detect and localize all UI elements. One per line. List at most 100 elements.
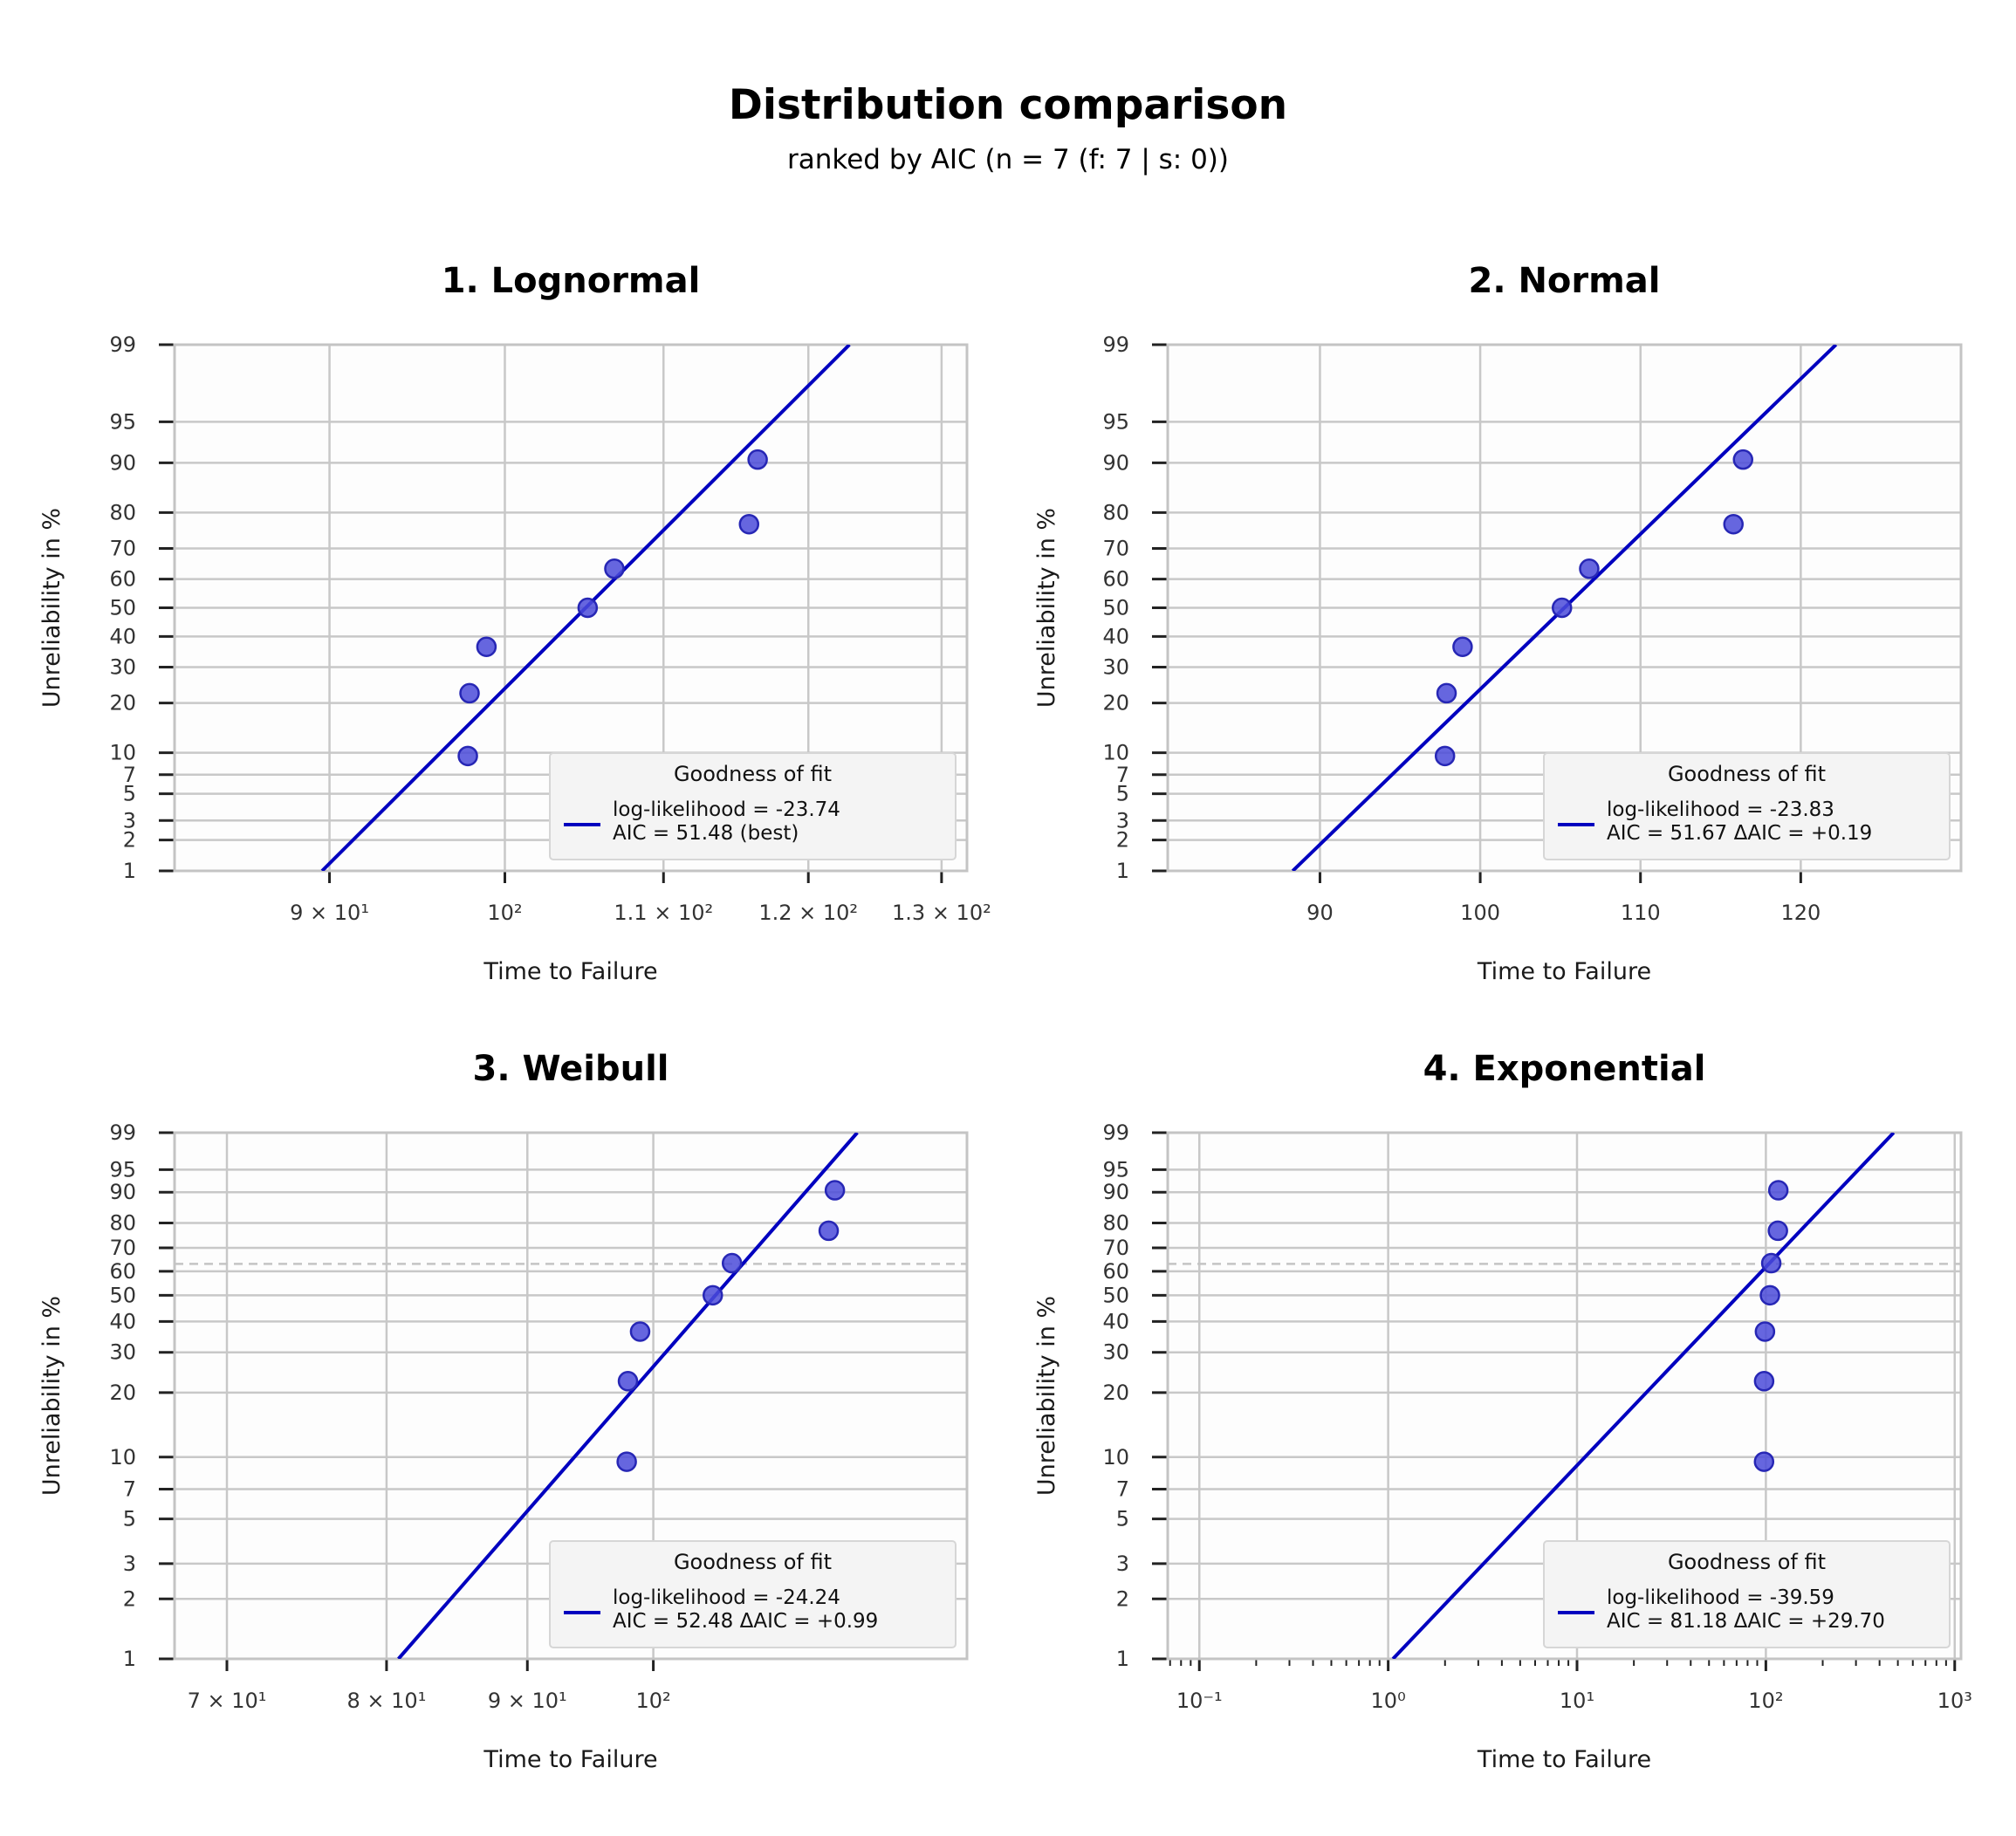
- legend-entry: log-likelihood = -23.74: [613, 798, 840, 821]
- y-tick-label: 3: [1116, 808, 1129, 832]
- data-point: [1579, 558, 1600, 579]
- y-tick-label: 10: [109, 741, 136, 765]
- data-point: [1767, 1220, 1788, 1242]
- y-tick-label: 90: [1102, 1180, 1129, 1204]
- x-tick-label: 9 × 10¹: [290, 901, 369, 925]
- y-tick-label: 70: [1102, 537, 1129, 561]
- y-axis-label: Unreliability in %: [38, 508, 65, 708]
- y-tick-label: 5: [1116, 782, 1129, 806]
- data-point: [1760, 1252, 1782, 1274]
- panels-group: 1. Lognormal1235710203040506070809095999…: [38, 261, 1972, 1773]
- y-tick-label: 50: [109, 1283, 136, 1307]
- y-tick-label: 10: [1102, 1445, 1129, 1469]
- y-tick-label: 1: [123, 859, 136, 883]
- y-tick-label: 1: [1116, 1647, 1129, 1671]
- y-tick-label: 7: [123, 763, 136, 787]
- data-point: [577, 597, 599, 619]
- data-point: [824, 1180, 846, 1201]
- legend-entry: log-likelihood = -23.83: [1607, 798, 1834, 821]
- data-point: [1759, 1285, 1780, 1306]
- x-tick-label: 110: [1621, 901, 1661, 925]
- data-point: [1753, 1451, 1775, 1472]
- data-point: [1767, 1180, 1789, 1201]
- data-point: [721, 1252, 743, 1274]
- x-tick-label: 10²: [636, 1689, 671, 1713]
- y-tick-label: 40: [109, 1309, 136, 1333]
- y-tick-label: 50: [109, 596, 136, 620]
- legend-box: [549, 752, 957, 860]
- data-point: [747, 449, 768, 470]
- y-tick-label: 1: [123, 1647, 136, 1671]
- y-tick-label: 95: [1102, 409, 1129, 434]
- y-tick-label: 5: [1116, 1507, 1129, 1531]
- legend: Goodness of fit log-likelihood = -39.59AI…: [1543, 1540, 1951, 1648]
- y-tick-label: 99: [109, 1120, 136, 1145]
- y-tick-label: 70: [1102, 1236, 1129, 1260]
- y-tick-label: 80: [1102, 1210, 1129, 1235]
- y-tick-label: 10: [109, 1445, 136, 1469]
- x-tick-label: 1.1 × 10²: [614, 901, 713, 925]
- y-tick-label: 5: [123, 782, 136, 806]
- x-tick-label: 10¹: [1560, 1689, 1594, 1713]
- data-point: [1551, 597, 1573, 619]
- x-axis-label: Time to Failure: [1477, 958, 1651, 985]
- legend-box: [1543, 752, 1951, 860]
- panel-title: 2. Normal: [1468, 261, 1660, 301]
- y-tick-label: 20: [1102, 691, 1129, 716]
- x-tick-label: 100: [1460, 901, 1500, 925]
- y-tick-label: 95: [109, 1157, 136, 1182]
- x-tick-label: 120: [1780, 901, 1821, 925]
- data-point: [629, 1321, 651, 1342]
- y-tick-label: 90: [1102, 450, 1129, 475]
- legend-entry: AIC = 81.18 ΔAIC = +29.70: [1607, 1610, 1885, 1633]
- y-tick-label: 90: [109, 450, 136, 475]
- x-tick-label: 10²: [1748, 1689, 1783, 1713]
- y-tick-label: 2: [123, 1586, 136, 1611]
- data-point: [1753, 1371, 1775, 1392]
- panel-title: 1. Lognormal: [442, 261, 701, 301]
- y-tick-label: 2: [1116, 828, 1129, 853]
- data-point: [1754, 1321, 1776, 1342]
- y-tick-label: 90: [109, 1180, 136, 1204]
- x-tick-label: 1.2 × 10²: [758, 901, 858, 925]
- legend-entry: log-likelihood = -24.24: [613, 1586, 840, 1609]
- y-tick-label: 20: [109, 1380, 136, 1405]
- data-point: [1436, 682, 1457, 704]
- x-tick-label: 1.3 × 10²: [892, 901, 991, 925]
- x-tick-label: 10³: [1937, 1689, 1972, 1713]
- plot-frame: [173, 1131, 969, 1661]
- y-tick-label: 99: [109, 332, 136, 357]
- data-point: [702, 1285, 723, 1306]
- legend-title: Goodness of fit: [1668, 762, 1826, 786]
- y-tick-label: 99: [1102, 332, 1129, 357]
- plot-frame: [1166, 343, 1963, 873]
- data-point: [459, 682, 480, 704]
- y-tick-label: 20: [109, 691, 136, 716]
- y-axis-label: Unreliability in %: [1033, 1296, 1060, 1496]
- legend-box: [549, 1540, 957, 1648]
- legend-title: Goodness of fit: [1668, 1550, 1826, 1574]
- y-tick-label: 40: [1102, 1309, 1129, 1333]
- y-tick-label: 40: [109, 624, 136, 648]
- data-point: [1452, 636, 1473, 657]
- y-tick-label: 5: [123, 1507, 136, 1531]
- y-tick-label: 60: [109, 567, 136, 592]
- y-axis-label: Unreliability in %: [38, 1296, 65, 1496]
- y-tick-label: 60: [109, 1259, 136, 1284]
- x-tick-label: 10⁻¹: [1176, 1689, 1223, 1713]
- y-tick-label: 60: [1102, 567, 1129, 592]
- y-tick-label: 95: [1102, 1157, 1129, 1182]
- y-tick-label: 2: [1116, 1586, 1129, 1611]
- legend: Goodness of fit log-likelihood = -23.83AI…: [1543, 752, 1951, 860]
- x-tick-label: 8 × 10¹: [347, 1689, 427, 1713]
- x-tick-label: 10²: [487, 901, 522, 925]
- plot-frame: [173, 343, 969, 873]
- plot-frame: [1166, 1131, 1963, 1661]
- y-tick-label: 80: [109, 500, 136, 524]
- y-tick-label: 30: [109, 1340, 136, 1365]
- y-tick-label: 30: [1102, 1340, 1129, 1365]
